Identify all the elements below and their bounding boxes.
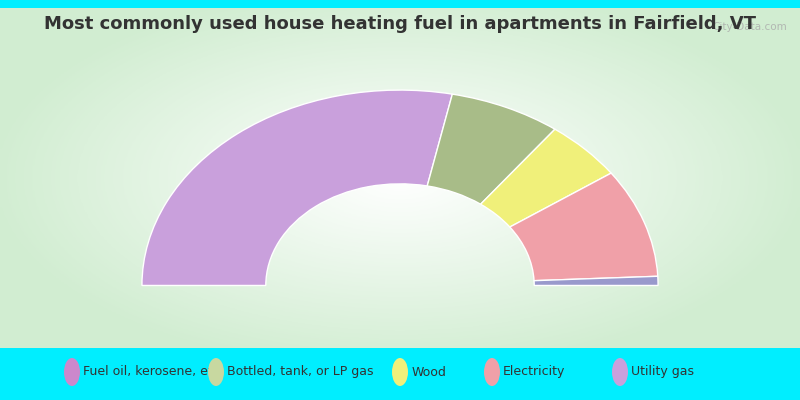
Wedge shape xyxy=(481,129,611,227)
Wedge shape xyxy=(510,173,658,281)
Text: Most commonly used house heating fuel in apartments in Fairfield, VT: Most commonly used house heating fuel in… xyxy=(44,15,756,33)
Wedge shape xyxy=(534,276,658,286)
Text: Bottled, tank, or LP gas: Bottled, tank, or LP gas xyxy=(227,366,374,378)
Ellipse shape xyxy=(64,358,80,386)
Text: Wood: Wood xyxy=(411,366,446,378)
Text: Electricity: Electricity xyxy=(503,366,566,378)
Text: City-Data.com: City-Data.com xyxy=(712,22,787,32)
Text: Utility gas: Utility gas xyxy=(631,366,694,378)
Ellipse shape xyxy=(612,358,628,386)
Ellipse shape xyxy=(484,358,500,386)
Ellipse shape xyxy=(392,358,408,386)
Wedge shape xyxy=(427,94,555,204)
Ellipse shape xyxy=(208,358,224,386)
Wedge shape xyxy=(142,90,452,286)
Text: Fuel oil, kerosene, etc.: Fuel oil, kerosene, etc. xyxy=(83,366,224,378)
